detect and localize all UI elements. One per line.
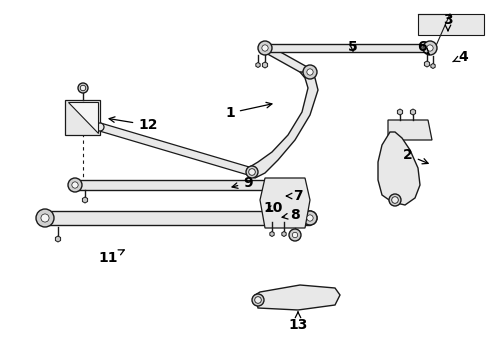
Text: 7: 7 — [286, 189, 303, 203]
Polygon shape — [68, 102, 98, 133]
Circle shape — [70, 180, 80, 190]
Polygon shape — [65, 100, 100, 135]
Circle shape — [273, 180, 283, 190]
Circle shape — [38, 211, 52, 225]
Text: 5: 5 — [348, 40, 358, 54]
Polygon shape — [411, 109, 416, 115]
Circle shape — [72, 182, 78, 188]
Circle shape — [96, 123, 104, 131]
Circle shape — [262, 45, 268, 51]
Circle shape — [248, 168, 256, 176]
Text: 11: 11 — [98, 250, 124, 265]
Circle shape — [303, 211, 317, 225]
Text: 12: 12 — [109, 117, 158, 132]
Polygon shape — [45, 211, 310, 225]
Circle shape — [427, 45, 433, 51]
Text: 13: 13 — [288, 312, 308, 332]
Polygon shape — [263, 62, 268, 68]
Polygon shape — [418, 14, 484, 35]
Circle shape — [304, 68, 312, 76]
Circle shape — [261, 44, 269, 52]
Circle shape — [389, 194, 401, 206]
Text: 10: 10 — [263, 201, 283, 215]
Polygon shape — [256, 63, 260, 68]
Polygon shape — [378, 132, 420, 205]
Text: 6: 6 — [417, 40, 430, 55]
Polygon shape — [263, 45, 310, 76]
Text: 8: 8 — [282, 208, 300, 222]
Polygon shape — [388, 120, 432, 140]
Polygon shape — [55, 236, 61, 242]
Circle shape — [303, 65, 317, 79]
Circle shape — [68, 178, 82, 192]
Polygon shape — [265, 44, 430, 52]
Circle shape — [80, 85, 86, 91]
Polygon shape — [82, 197, 88, 203]
Polygon shape — [270, 231, 274, 237]
Circle shape — [78, 83, 88, 93]
Polygon shape — [397, 109, 403, 115]
Circle shape — [289, 229, 301, 241]
Circle shape — [307, 215, 313, 221]
Circle shape — [246, 166, 258, 178]
Text: 1: 1 — [225, 102, 272, 120]
Circle shape — [261, 44, 269, 52]
Text: 4: 4 — [453, 50, 468, 64]
Polygon shape — [431, 63, 435, 68]
Circle shape — [255, 297, 261, 303]
Circle shape — [423, 41, 437, 55]
Circle shape — [41, 214, 49, 222]
Text: 2: 2 — [403, 148, 428, 164]
Polygon shape — [255, 285, 340, 310]
Circle shape — [307, 69, 313, 75]
Text: 9: 9 — [232, 176, 253, 190]
Circle shape — [249, 169, 255, 175]
Circle shape — [252, 294, 264, 306]
Polygon shape — [80, 85, 86, 91]
Polygon shape — [260, 178, 310, 228]
Polygon shape — [424, 61, 430, 67]
Circle shape — [258, 41, 272, 55]
Circle shape — [426, 44, 434, 52]
Polygon shape — [75, 180, 278, 190]
Polygon shape — [99, 123, 253, 176]
Circle shape — [36, 209, 54, 227]
Circle shape — [303, 211, 317, 225]
Polygon shape — [248, 72, 318, 178]
Circle shape — [293, 232, 298, 238]
Text: 3: 3 — [443, 13, 453, 31]
Circle shape — [392, 197, 398, 203]
Polygon shape — [282, 231, 286, 237]
